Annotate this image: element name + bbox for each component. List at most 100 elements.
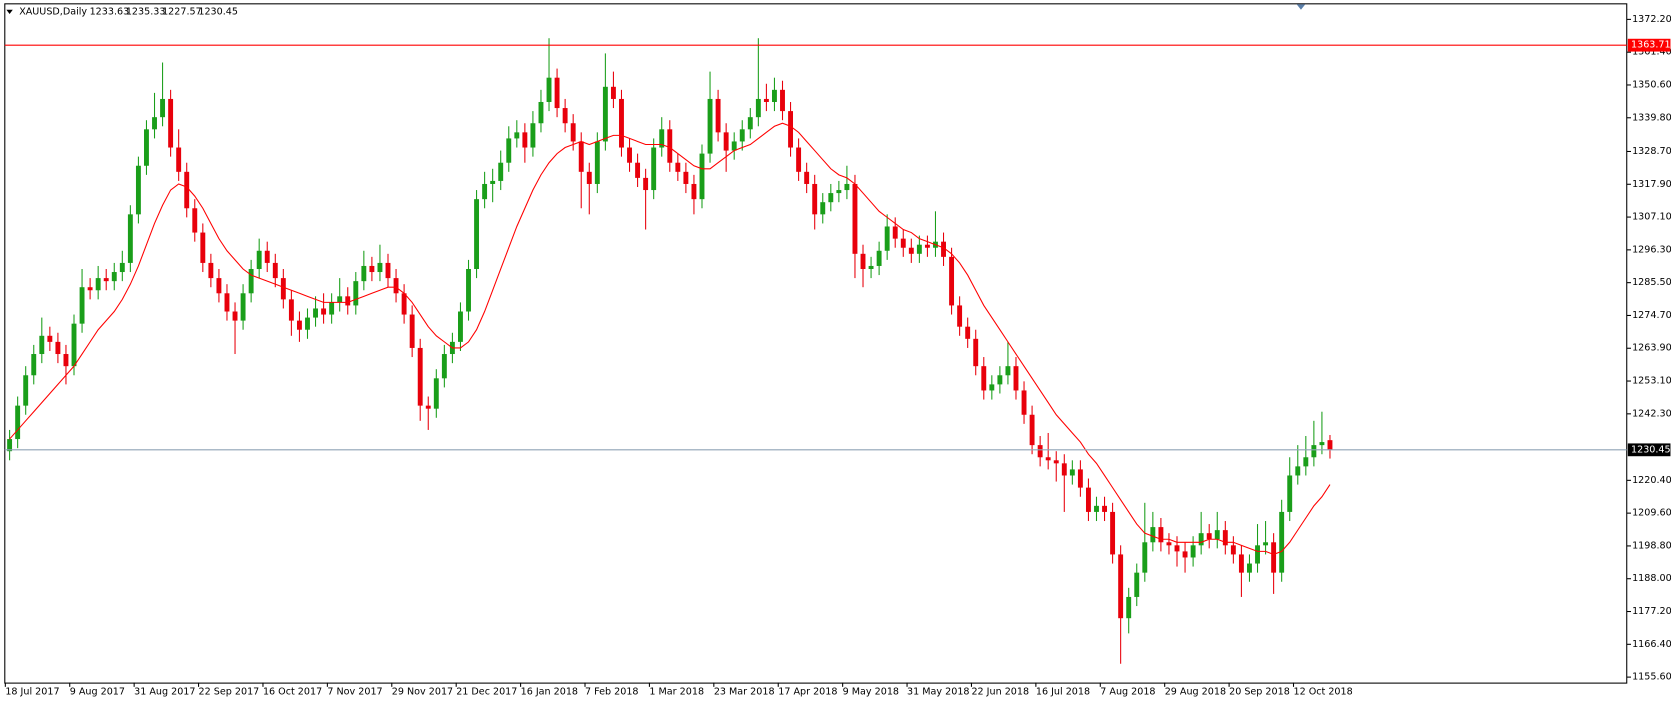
- menu-arrow[interactable]: [6, 9, 13, 14]
- candle-body: [771, 89, 777, 102]
- candle-body: [514, 132, 520, 139]
- high-value: 1235.33: [126, 6, 166, 17]
- candle-body: [345, 296, 351, 306]
- candle-body: [71, 323, 77, 367]
- candle-body: [675, 162, 681, 172]
- candle-body: [1279, 511, 1285, 573]
- candle-body: [908, 247, 914, 254]
- candle-body: [1150, 527, 1156, 543]
- candle-body: [506, 138, 512, 163]
- y-tick-label: 1209.60: [1632, 508, 1671, 519]
- candle-body: [321, 308, 327, 315]
- candle-body: [619, 98, 624, 148]
- y-tick-label: 1166.40: [1632, 639, 1671, 650]
- candle-body: [377, 262, 383, 273]
- x-tick-label: 16 Oct 2017: [263, 687, 322, 698]
- y-tick-label: 1220.40: [1632, 475, 1671, 486]
- y-tick-label: 1317.90: [1632, 179, 1671, 190]
- candle-body: [1295, 466, 1301, 476]
- x-tick-label: 7 Feb 2018: [585, 687, 639, 698]
- candle-body: [651, 147, 657, 191]
- hline-label-box: [1627, 38, 1671, 52]
- candle-body: [208, 262, 214, 279]
- candle-body: [1053, 460, 1059, 464]
- candle-body: [973, 338, 979, 367]
- candle-body: [176, 147, 182, 172]
- candle-body: [763, 98, 769, 102]
- x-tick-label: 9 May 2018: [843, 687, 899, 698]
- candle-body: [63, 354, 69, 367]
- candle-body: [1247, 563, 1252, 573]
- x-tick-label: 16 Jul 2018: [1036, 687, 1090, 698]
- candle-body: [957, 305, 963, 327]
- candle-body: [224, 293, 230, 312]
- candle-body: [103, 278, 109, 282]
- candle-body: [288, 299, 294, 321]
- candle-body: [329, 302, 335, 315]
- candle-body: [1174, 545, 1180, 552]
- candle-body: [441, 354, 447, 379]
- candle-body: [1142, 542, 1148, 573]
- candle-body: [1021, 390, 1027, 415]
- plot-frame: [4, 3, 1628, 684]
- x-tick-label: 7 Nov 2017: [327, 687, 382, 698]
- candle-body: [95, 278, 101, 291]
- open-value: 1233.63: [90, 6, 130, 17]
- candle-body: [1102, 505, 1107, 512]
- candle-body: [1238, 554, 1244, 573]
- candle-body: [1311, 445, 1317, 458]
- y-tick-label: 1372.20: [1632, 14, 1671, 25]
- candle-body: [1077, 469, 1083, 488]
- candle-body: [1110, 511, 1116, 555]
- y-tick-label: 1328.70: [1632, 146, 1671, 157]
- candle-body: [1045, 457, 1051, 461]
- candle-body: [119, 262, 125, 273]
- candle-body: [1158, 527, 1164, 543]
- candle-body: [554, 77, 560, 109]
- candle-body: [337, 296, 343, 303]
- x-tick-label: 22 Jun 2018: [971, 687, 1029, 698]
- x-tick-label: 23 Mar 2018: [714, 687, 775, 698]
- candle-body: [216, 278, 222, 294]
- y-tick-label: 1296.30: [1632, 244, 1671, 255]
- candle-body: [393, 278, 399, 294]
- candle-body: [1013, 366, 1019, 391]
- candle-body: [965, 326, 971, 339]
- x-tick-label: 1 Mar 2018: [649, 687, 704, 698]
- candle-body: [1029, 414, 1035, 446]
- candle-body: [1263, 542, 1269, 546]
- candle-body: [667, 129, 673, 163]
- candle-body: [127, 214, 133, 263]
- y-tick-label: 1274.70: [1632, 310, 1671, 321]
- candle-body: [796, 147, 802, 172]
- candle-body: [852, 183, 858, 254]
- x-tick-label: 22 Sep 2017: [199, 687, 260, 698]
- candle-body: [55, 341, 61, 355]
- candle-body: [200, 232, 206, 263]
- candle-body: [248, 268, 254, 294]
- candle-body: [192, 208, 198, 233]
- candle-body: [417, 347, 423, 406]
- bid-label: 1230.45: [1631, 444, 1671, 455]
- candle-body: [305, 317, 310, 330]
- candle-body: [747, 117, 753, 130]
- y-tick-label: 1350.60: [1632, 79, 1671, 90]
- candle-body: [635, 162, 641, 178]
- y-tick-label: 1361.40: [1632, 47, 1671, 58]
- candle-body: [135, 165, 141, 215]
- candle-body: [538, 101, 544, 124]
- candle-body: [594, 141, 600, 184]
- candle-body: [739, 129, 745, 142]
- candle-body: [466, 268, 471, 312]
- candle-body: [820, 202, 826, 215]
- candle-body: [458, 311, 463, 342]
- close-value: 1230.45: [198, 6, 238, 17]
- y-tick-label: 1285.50: [1632, 277, 1671, 288]
- candle-body: [989, 384, 995, 391]
- candle-body: [361, 265, 367, 282]
- candle-body: [1319, 442, 1325, 446]
- y-tick-label: 1177.20: [1632, 606, 1671, 617]
- moving-average: [9, 122, 1331, 556]
- x-tick-label: 9 Aug 2017: [70, 687, 125, 698]
